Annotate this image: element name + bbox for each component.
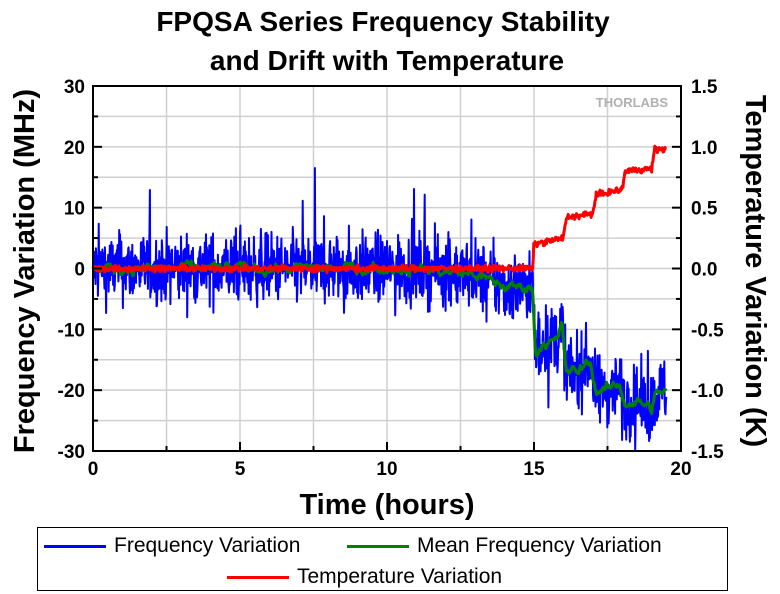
legend-label-temperature: Temperature Variation — [297, 565, 503, 588]
legend-label-frequency: Frequency Variation — [114, 534, 301, 557]
x-tick-label: 0 — [88, 459, 99, 480]
ticks: 0 5 10 15 20 30 20 10 0 -10 -20 -30 1.5 1.0 0.5 0.0 -0.5… — [58, 77, 725, 480]
y2-tick-label: 1.5 — [691, 77, 718, 98]
chart-title-line-2: and Drift with Temperature — [210, 45, 564, 76]
legend-item-temperature: Temperature Variation — [227, 565, 502, 589]
x-tick-label: 15 — [523, 459, 545, 480]
y2-tick-label: -1.5 — [691, 442, 724, 463]
y2-axis-label: Temperature Variation (K) — [739, 95, 771, 447]
x-tick-label: 5 — [235, 459, 246, 480]
y-tick-label: -10 — [58, 320, 85, 341]
legend-swatch-temperature — [227, 575, 289, 579]
x-tick-label: 10 — [376, 459, 397, 480]
y-tick-label: -20 — [58, 381, 85, 402]
y-tick-label: -30 — [58, 442, 85, 463]
legend-swatch-frequency — [44, 544, 106, 548]
watermark-logo: THORLABS — [596, 95, 669, 110]
legend-label-mean-frequency: Mean Frequency Variation — [417, 534, 662, 557]
legend-swatch-mean-frequency — [347, 544, 409, 548]
y-axis-label: Frequency Variation (MHz) — [9, 89, 41, 453]
y-tick-label: 0 — [74, 260, 85, 281]
y-tick-label: 30 — [64, 77, 85, 98]
x-axis-label: Time (hours) — [299, 489, 474, 521]
y-tick-label: 20 — [64, 138, 85, 159]
y2-tick-label: -1.0 — [691, 381, 724, 402]
y2-tick-label: 0.5 — [691, 199, 718, 220]
legend-item-frequency: Frequency Variation — [44, 534, 300, 558]
series-line-temperature-variation — [91, 144, 668, 275]
legend-item-mean-frequency: Mean Frequency Variation — [347, 534, 662, 558]
y2-tick-label: -0.5 — [691, 320, 724, 341]
y2-tick-label: 0.0 — [691, 260, 717, 281]
series-line-frequency-variation — [92, 167, 668, 451]
y-tick-label: 10 — [64, 199, 85, 220]
series-layer — [91, 144, 668, 451]
chart-title-line-1: FPQSA Series Frequency Stability — [156, 6, 610, 37]
y2-tick-label: 1.0 — [691, 138, 717, 159]
x-tick-label: 20 — [670, 459, 691, 480]
legend: Frequency Variation Mean Frequency Varia… — [37, 527, 728, 591]
